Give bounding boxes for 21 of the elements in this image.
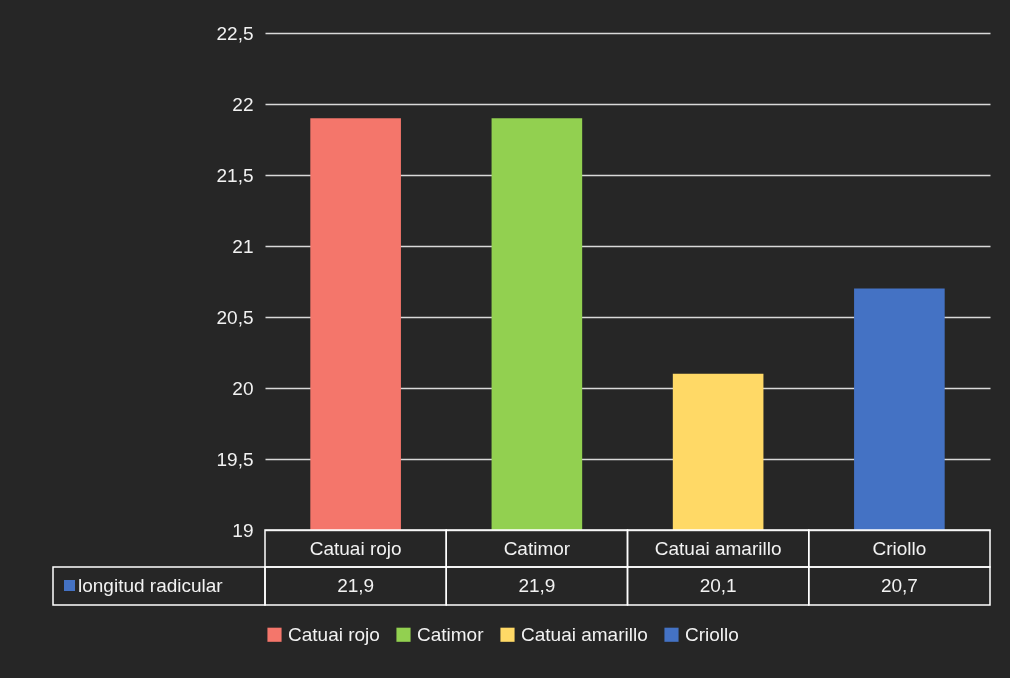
y-tick-label: 19,5: [216, 448, 254, 470]
category-label: Catuai rojo: [288, 623, 380, 645]
x-tick-label: Catuai rojo: [309, 537, 402, 559]
category-label: Catimor: [417, 623, 484, 645]
category-label: Criollo: [685, 623, 739, 645]
x-tick-label: Catuai amarillo: [654, 537, 782, 559]
y-tick-label: 20,5: [216, 306, 254, 328]
y-tick-label: 21: [232, 235, 254, 257]
data-label: 20,7: [880, 575, 918, 596]
y-tick-label: 22,5: [216, 22, 254, 44]
y-tick-label: 22: [232, 93, 254, 115]
data-label: 20,1: [699, 575, 737, 596]
y-tick-label: 20: [232, 377, 254, 399]
category-label: Catuai amarillo: [521, 623, 648, 645]
data-label: 21,9: [337, 575, 375, 596]
legend-label: longitud radicular: [78, 575, 224, 596]
x-tick-label: Criollo: [872, 537, 927, 559]
data-label: 21,9: [518, 575, 556, 596]
x-tick-label: Catimor: [503, 537, 571, 559]
y-tick-label: 19: [232, 519, 254, 541]
y-tick-label: 21,5: [216, 164, 254, 186]
